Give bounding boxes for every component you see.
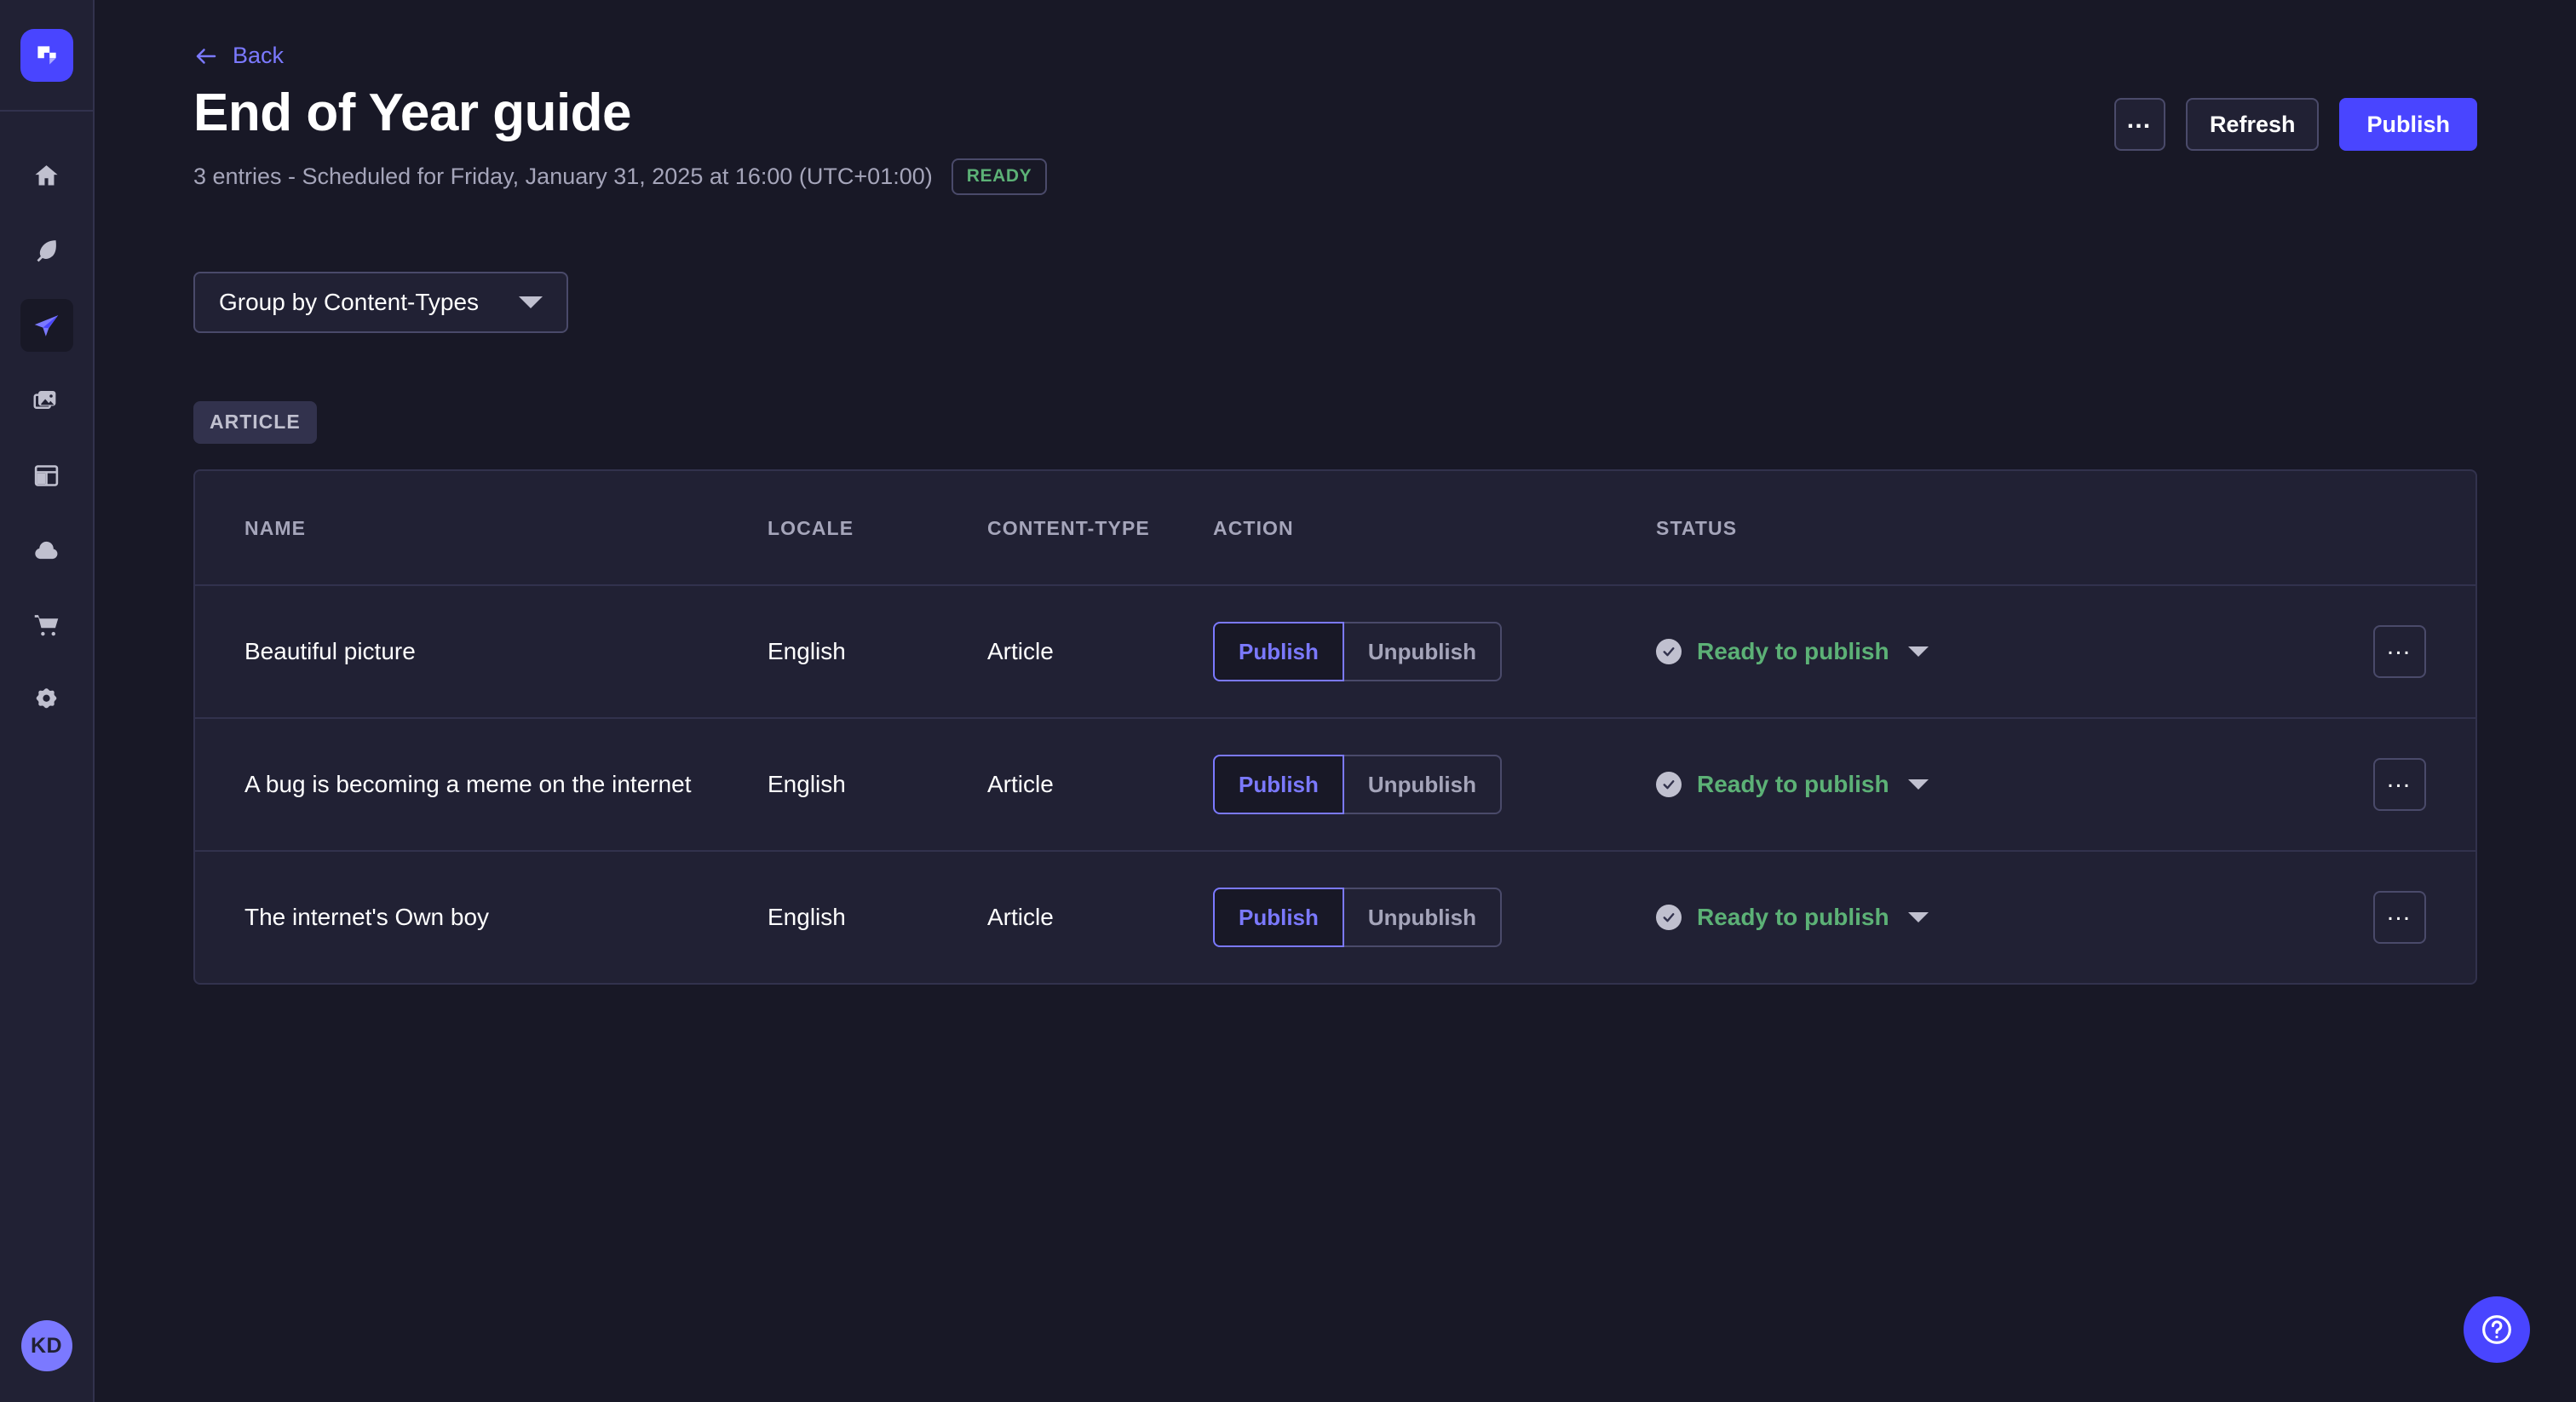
column-header-action: ACTION xyxy=(1213,471,1656,587)
more-actions-button[interactable]: … xyxy=(2113,98,2165,151)
group-by-select[interactable]: Group by Content-Types xyxy=(193,272,568,334)
status-dropdown[interactable]: Ready to publish xyxy=(1656,638,1929,665)
cell-status: Ready to publish xyxy=(1656,585,2252,720)
refresh-button[interactable]: Refresh xyxy=(2185,98,2320,151)
publish-button[interactable]: Publish xyxy=(2339,98,2477,151)
publish-toggle-group: Publish Unpublish xyxy=(1213,755,1502,815)
releases-table-card: NAME LOCALE CONTENT-TYPE ACTION STATUS B… xyxy=(193,469,2477,985)
row-more-button[interactable]: … xyxy=(2373,891,2426,945)
cell-locale: English xyxy=(768,585,987,720)
table-body: Beautiful picture English Article Publis… xyxy=(195,585,2475,983)
column-header-status: STATUS xyxy=(1656,471,2252,587)
strapi-logo-icon xyxy=(37,45,56,65)
shopping-cart-icon xyxy=(32,612,60,640)
cell-action: Publish Unpublish xyxy=(1213,851,1656,983)
sidebar-item-content-manager[interactable] xyxy=(20,224,73,277)
sidebar-item-settings[interactable] xyxy=(20,674,73,727)
row-unpublish-button[interactable]: Unpublish xyxy=(1343,888,1502,948)
status-badge: READY xyxy=(951,158,1048,196)
status-label: Ready to publish xyxy=(1697,638,1889,665)
cell-action: Publish Unpublish xyxy=(1213,585,1656,720)
sidebar-item-releases[interactable] xyxy=(20,299,73,352)
feather-icon xyxy=(32,237,60,265)
column-header-more xyxy=(2252,471,2475,587)
cell-content-type: Article xyxy=(987,718,1213,853)
table-head: NAME LOCALE CONTENT-TYPE ACTION STATUS xyxy=(195,471,2475,587)
sidebar-item-media-library[interactable] xyxy=(20,374,73,427)
publish-toggle-group: Publish Unpublish xyxy=(1213,888,1502,948)
arrow-left-icon xyxy=(193,43,219,69)
cell-name: A bug is becoming a meme on the internet xyxy=(195,718,768,853)
cell-more: … xyxy=(2252,585,2475,720)
status-dropdown[interactable]: Ready to publish xyxy=(1656,904,1929,931)
status-label: Ready to publish xyxy=(1697,771,1889,798)
cell-more: … xyxy=(2252,718,2475,853)
sidebar: KD xyxy=(0,0,95,1402)
check-circle-icon xyxy=(1656,905,1682,931)
question-mark-circle-icon xyxy=(2480,1313,2514,1347)
sidebar-logo-wrap xyxy=(0,0,93,112)
sidebar-item-content-type-builder[interactable] xyxy=(20,449,73,502)
row-unpublish-button[interactable]: Unpublish xyxy=(1343,622,1502,682)
back-button[interactable]: Back xyxy=(193,43,284,69)
gear-icon xyxy=(32,687,60,715)
chevron-down-icon xyxy=(519,296,543,309)
cell-name: Beautiful picture xyxy=(195,585,768,720)
cell-content-type: Article xyxy=(987,904,1054,931)
publish-toggle-group: Publish Unpublish xyxy=(1213,622,1502,682)
table-row: The internet's Own boy English Article P… xyxy=(195,851,2475,983)
sidebar-item-cloud[interactable] xyxy=(20,524,73,577)
sidebar-item-marketplace[interactable] xyxy=(20,599,73,652)
sidebar-item-home[interactable] xyxy=(20,149,73,202)
cell-name: The internet's Own boy xyxy=(244,904,490,931)
layout-icon xyxy=(32,462,60,490)
page-title: End of Year guide xyxy=(193,83,632,142)
cell-locale: English xyxy=(768,718,987,853)
table-row: Beautiful picture English Article Publis… xyxy=(195,585,2475,720)
cell-status: Ready to publish xyxy=(1656,851,2252,983)
main-content: Back End of Year guide 3 entries - Sched… xyxy=(95,0,2576,1402)
group-by-label: Group by Content-Types xyxy=(219,289,480,316)
cell-action: Publish Unpublish xyxy=(1213,718,1656,853)
avatar[interactable]: KD xyxy=(20,1320,72,1371)
check-circle-icon xyxy=(1656,639,1682,665)
sidebar-nav xyxy=(20,149,73,727)
table-header-row: NAME LOCALE CONTENT-TYPE ACTION STATUS xyxy=(195,471,2475,587)
row-publish-button[interactable]: Publish xyxy=(1213,755,1344,815)
column-header-name: NAME xyxy=(195,471,768,587)
cell-content-type: Article xyxy=(987,585,1213,720)
cloud-icon xyxy=(32,537,60,565)
page-header: End of Year guide 3 entries - Scheduled … xyxy=(193,83,2477,196)
images-icon xyxy=(32,387,60,415)
chevron-down-icon xyxy=(1907,912,1929,923)
column-header-locale: LOCALE xyxy=(768,471,987,587)
home-icon xyxy=(32,162,60,190)
header-actions: … Refresh Publish xyxy=(2113,98,2477,151)
chevron-down-icon xyxy=(1907,779,1929,790)
page-subtitle: 3 entries - Scheduled for Friday, Januar… xyxy=(193,164,933,190)
paper-plane-icon xyxy=(32,312,60,340)
page-header-texts: End of Year guide 3 entries - Scheduled … xyxy=(193,83,1048,196)
row-publish-button[interactable]: Publish xyxy=(1213,888,1344,948)
status-label: Ready to publish xyxy=(1697,904,1889,931)
status-dropdown[interactable]: Ready to publish xyxy=(1656,771,1929,798)
check-circle-icon xyxy=(1656,772,1682,798)
cell-more: … xyxy=(2252,851,2475,983)
content-type-group-tag: ARTICLE xyxy=(193,401,317,445)
cell-status: Ready to publish xyxy=(1656,718,2252,853)
strapi-logo[interactable] xyxy=(20,28,73,82)
releases-table: NAME LOCALE CONTENT-TYPE ACTION STATUS B… xyxy=(195,471,2475,983)
column-header-content-type: CONTENT-TYPE xyxy=(987,471,1213,587)
table-row: A bug is becoming a meme on the internet… xyxy=(195,718,2475,853)
row-more-button[interactable]: … xyxy=(2373,758,2426,812)
row-publish-button[interactable]: Publish xyxy=(1213,622,1344,682)
back-label: Back xyxy=(233,43,285,68)
row-more-button[interactable]: … xyxy=(2373,625,2426,679)
page-subtitle-row: 3 entries - Scheduled for Friday, Januar… xyxy=(193,158,1048,196)
chevron-down-icon xyxy=(1907,646,1929,658)
row-unpublish-button[interactable]: Unpublish xyxy=(1343,755,1502,815)
cell-locale: English xyxy=(768,904,846,931)
help-button[interactable] xyxy=(2464,1296,2530,1363)
